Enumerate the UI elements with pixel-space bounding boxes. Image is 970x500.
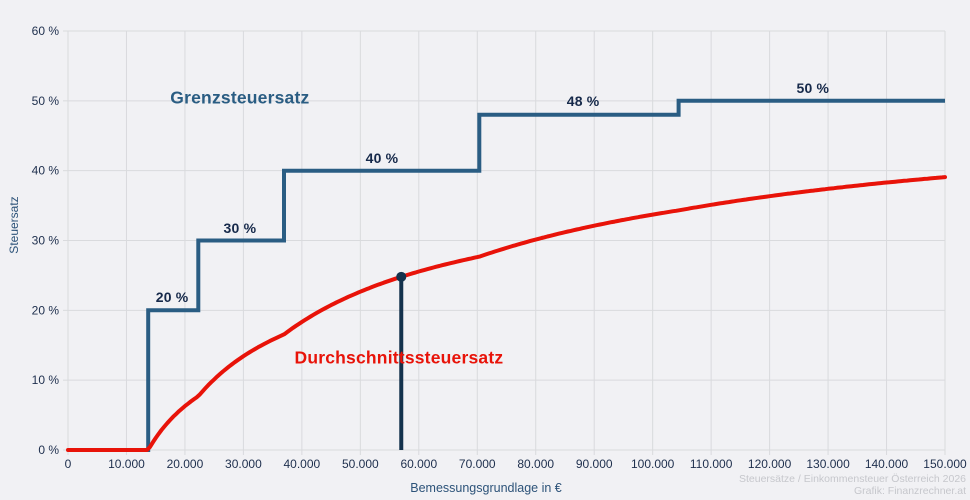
x-tick-label: 50.000 bbox=[342, 457, 379, 471]
average-rate-curve bbox=[66, 175, 947, 452]
x-tick-label: 0 bbox=[65, 457, 72, 471]
y-tick-label: 60 % bbox=[32, 24, 60, 38]
y-axis-title: Steuersatz bbox=[7, 196, 21, 254]
x-tick-label: 100.000 bbox=[631, 457, 675, 471]
y-tick-label: 40 % bbox=[32, 164, 60, 178]
x-tick-label: 80.000 bbox=[517, 457, 554, 471]
y-tick-label: 0 % bbox=[38, 443, 59, 457]
marker-dot bbox=[396, 271, 407, 282]
credit-line: Grafik: Finanzrechner.at bbox=[853, 485, 966, 497]
x-tick-label: 70.000 bbox=[459, 457, 496, 471]
x-tick-label: 150.000 bbox=[923, 457, 967, 471]
x-tick-label: 130.000 bbox=[806, 457, 850, 471]
marginal-rate-step-line bbox=[68, 98, 945, 452]
x-tick-label: 140.000 bbox=[865, 457, 909, 471]
x-tick-label: 110.000 bbox=[690, 457, 733, 471]
x-tick-label: 120.000 bbox=[748, 457, 792, 471]
x-tick-label: 30.000 bbox=[225, 457, 262, 471]
source-attribution: Steuersätze / Einkommensteuer Österreich… bbox=[739, 473, 966, 497]
x-tick-label: 40.000 bbox=[284, 457, 321, 471]
source-line: Steuersätze / Einkommensteuer Österreich… bbox=[738, 473, 966, 485]
y-tick-label: 20 % bbox=[32, 303, 60, 317]
x-tick-label: 10.000 bbox=[108, 457, 145, 471]
x-tick-label: 90.000 bbox=[576, 457, 613, 471]
x-tick-label: 20.000 bbox=[167, 457, 204, 471]
y-tick-label: 50 % bbox=[32, 94, 60, 108]
x-axis-title: Bemessungsgrundlage in € bbox=[410, 481, 562, 495]
x-tick-label: 60.000 bbox=[400, 457, 437, 471]
y-tick-label: 10 % bbox=[32, 373, 60, 387]
y-tick-label: 30 % bbox=[32, 234, 60, 248]
